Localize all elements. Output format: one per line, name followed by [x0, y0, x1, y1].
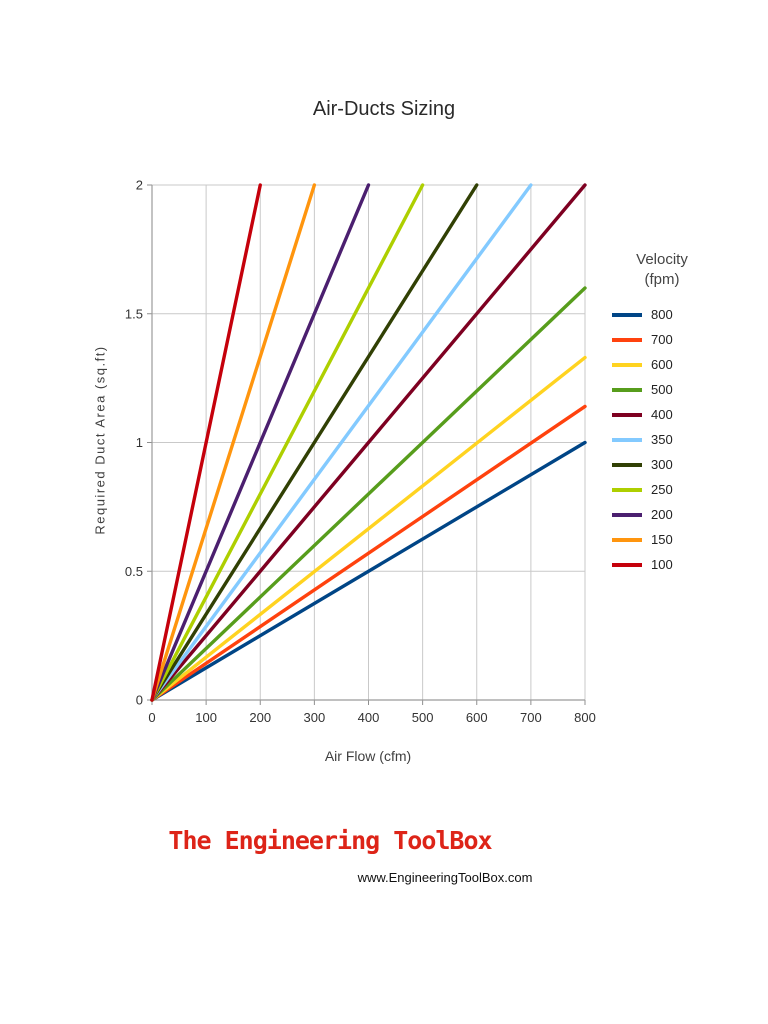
legend-items: 800 700 600 500 400 350 300 250 200 150 100	[612, 302, 752, 577]
legend-item: 150	[612, 527, 752, 552]
x-tick-label: 400	[358, 710, 380, 725]
chart-svg: 0 100 200 300 400 500 600 700 800 0 0.5 1 1.5 2	[125, 178, 596, 726]
legend-label: 600	[651, 357, 673, 372]
series-line-400	[150, 183, 587, 702]
legend-label: 400	[651, 407, 673, 422]
series-line-350	[150, 183, 533, 702]
legend-swatch	[612, 312, 642, 317]
legend-swatch	[612, 387, 642, 392]
legend-item: 600	[612, 352, 752, 377]
legend-item: 200	[612, 502, 752, 527]
legend-item: 300	[612, 452, 752, 477]
footer-url: www.EngineeringToolBox.com	[357, 870, 533, 885]
legend-swatch	[612, 437, 642, 442]
legend-item: 800	[612, 302, 752, 327]
series-line-100	[150, 183, 262, 702]
series-line-150	[150, 183, 317, 702]
legend-swatch	[612, 412, 642, 417]
legend-title: Velocity	[636, 251, 688, 268]
x-tick-label: 800	[574, 710, 596, 725]
y-tick-label: 0.5	[125, 564, 143, 579]
legend-swatch	[612, 462, 642, 467]
legend-item: 400	[612, 402, 752, 427]
y-tick-label: 1	[136, 435, 143, 450]
legend-label: 800	[651, 307, 673, 322]
legend-item: 250	[612, 477, 752, 502]
legend-label: 200	[651, 507, 673, 522]
series-line-200	[150, 183, 371, 702]
series-line-250	[150, 183, 425, 702]
legend-label: 700	[651, 332, 673, 347]
x-tick-label: 100	[195, 710, 217, 725]
legend-label: 500	[651, 382, 673, 397]
chart-title: Air-Ducts Sizing	[312, 98, 456, 120]
legend-label: 100	[651, 557, 673, 572]
x-tick-label: 600	[466, 710, 488, 725]
legend-swatch	[612, 337, 642, 342]
legend-item: 100	[612, 552, 752, 577]
legend-swatch	[612, 362, 642, 367]
legend-label: 150	[651, 532, 673, 547]
legend-subtitle: (fpm)	[644, 271, 680, 288]
x-axis-label: Air Flow (cfm)	[324, 748, 412, 764]
y-tick-label: 2	[136, 178, 143, 193]
series-line-600	[150, 355, 587, 702]
legend-item: 700	[612, 327, 752, 352]
legend-label: 350	[651, 432, 673, 447]
legend-item: 500	[612, 377, 752, 402]
legend-label: 250	[651, 482, 673, 497]
series-line-800	[150, 440, 587, 702]
y-tick-label: 0	[136, 693, 143, 708]
x-tick-label: 700	[520, 710, 542, 725]
x-tick-label: 300	[304, 710, 326, 725]
footer-logo: The Engineering ToolBox	[168, 826, 492, 855]
series-line-700	[150, 404, 587, 702]
legend-swatch	[612, 562, 642, 567]
x-tick-label: 200	[249, 710, 271, 725]
legend-swatch	[612, 537, 642, 542]
x-tick-label: 0	[148, 710, 155, 725]
x-tick-label: 500	[412, 710, 434, 725]
legend-label: 300	[651, 457, 673, 472]
legend: Velocity (fpm) 800 700 600 500 400 350 300 250 2…	[612, 250, 752, 577]
series-line-300	[150, 183, 479, 702]
series-line-500	[150, 286, 587, 702]
legend-swatch	[612, 487, 642, 492]
legend-item: 350	[612, 427, 752, 452]
legend-swatch	[612, 512, 642, 517]
y-tick-label: 1.5	[125, 306, 143, 321]
